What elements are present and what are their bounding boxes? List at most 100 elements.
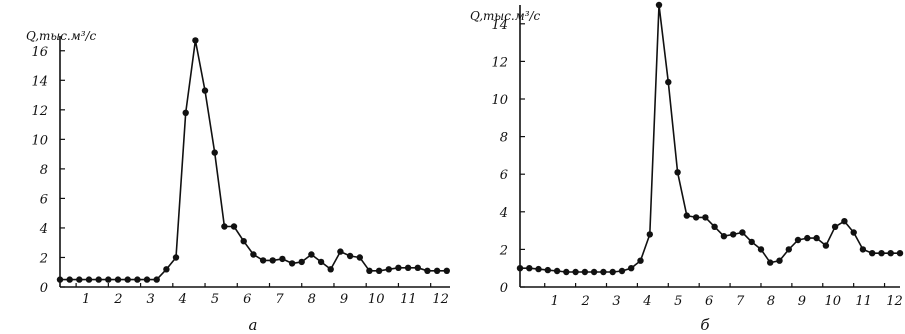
chart-a-xtick-label: 1 bbox=[82, 292, 90, 307]
chart-b-data-point bbox=[683, 212, 690, 219]
chart-b-data-point bbox=[794, 236, 802, 244]
chart-a-ytick-label: 16 bbox=[31, 45, 48, 60]
chart-a-xtick-label: 8 bbox=[308, 292, 316, 307]
chart-b-data-point bbox=[859, 246, 867, 253]
chart-a-xtick-label: 5 bbox=[211, 292, 219, 307]
chart-b-data-point bbox=[609, 268, 616, 276]
chart-b-data-point bbox=[535, 265, 542, 273]
chart-a-data-point bbox=[240, 238, 247, 245]
chart-b-data-point bbox=[655, 1, 663, 9]
chart-a-ytick-label: 6 bbox=[40, 192, 48, 207]
chart-a-data-point bbox=[404, 264, 412, 271]
chart-a-ytick-label: 10 bbox=[31, 133, 48, 148]
chart-a-data-point bbox=[327, 266, 334, 273]
chart-b-data-point bbox=[822, 242, 830, 249]
chart-b-data-point bbox=[665, 78, 672, 86]
chart-b-data-point bbox=[878, 250, 885, 257]
chart-b-data-point bbox=[804, 234, 811, 242]
chart-b-ytick-label: 2 bbox=[499, 243, 508, 258]
chart-a-data-point bbox=[308, 251, 315, 258]
chart-b-data-point bbox=[646, 231, 653, 238]
chart-a-data-point bbox=[85, 276, 93, 283]
chart-a-data-point bbox=[356, 254, 363, 261]
chart-b-ytick-label: 0 bbox=[500, 281, 508, 296]
chart-a-data-point bbox=[279, 255, 286, 263]
chart-b-ytick-label: 14 bbox=[491, 18, 508, 33]
chart-b-data-point bbox=[553, 267, 561, 275]
chart-a-data-point bbox=[76, 276, 83, 283]
chart-b-xtick-label: 7 bbox=[736, 294, 745, 309]
chart-b-xtick-label: 3 bbox=[612, 294, 620, 309]
chart-b-data-point bbox=[776, 257, 783, 264]
chart-b-data-point bbox=[711, 223, 718, 230]
chart-b-data-point bbox=[813, 234, 820, 242]
chart-b-xtick-label: 11 bbox=[855, 294, 872, 309]
chart-a-panel-label: а bbox=[249, 316, 258, 334]
chart-a-ytick-label: 8 bbox=[40, 163, 48, 178]
chart-a-data-point bbox=[172, 254, 180, 261]
chart-a-data-point bbox=[443, 267, 450, 274]
chart-b-data-point bbox=[887, 250, 894, 257]
chart-b-data-point bbox=[757, 246, 765, 253]
chart-a-data-point bbox=[288, 260, 296, 267]
chart-a-series-line bbox=[60, 39, 447, 281]
chart-a-ytick-label: 12 bbox=[31, 104, 48, 119]
chart-a-ytick-label: 4 bbox=[39, 222, 48, 237]
chart-b-data-point bbox=[544, 266, 551, 274]
chart-a-data-point bbox=[385, 266, 392, 273]
chart-b-data-point bbox=[526, 265, 533, 272]
chart-a-data-point bbox=[163, 266, 170, 273]
chart-a-data-point bbox=[337, 248, 344, 255]
chart-b-xtick-label: 10 bbox=[824, 294, 841, 309]
chart-a-ytick-label: 0 bbox=[40, 281, 48, 296]
chart-a-xtick-label: 10 bbox=[368, 292, 385, 307]
chart-b-data-point bbox=[590, 268, 598, 276]
chart-b-data-point bbox=[692, 214, 700, 221]
chart-a-data-point bbox=[433, 267, 441, 274]
chart-a-data-point bbox=[395, 264, 402, 271]
chart-b-data-point bbox=[581, 268, 589, 276]
chart-a-data-point bbox=[105, 276, 112, 283]
chart-b-data-point bbox=[720, 233, 728, 240]
chart-b-data-point bbox=[896, 250, 904, 257]
chart-b-data-point bbox=[572, 268, 579, 276]
chart-a-data-point bbox=[201, 87, 209, 94]
chart-a-data-point bbox=[153, 276, 160, 283]
chart-a-data-point bbox=[95, 276, 102, 283]
chart-a-data-point bbox=[375, 267, 383, 274]
chart-a-data-point bbox=[192, 37, 199, 44]
chart-b-xtick-label: 6 bbox=[705, 294, 713, 309]
chart-a-data-point bbox=[424, 267, 431, 274]
chart-b-xtick-label: 9 bbox=[798, 294, 806, 309]
chart-a-data-point bbox=[143, 276, 151, 283]
chart-b-data-point bbox=[600, 268, 607, 276]
chart-a-data-point bbox=[134, 276, 141, 283]
chart-b-ytick-label: 10 bbox=[491, 93, 508, 108]
chart-b-data-point bbox=[831, 223, 839, 230]
chart-b-xtick-label: 5 bbox=[674, 294, 682, 309]
chart-b-ylabel: Q,тыс.м³/с bbox=[470, 9, 541, 23]
chart-b-data-point bbox=[563, 268, 570, 276]
chart-b-data-point bbox=[618, 267, 626, 275]
chart-b-data-point bbox=[869, 250, 876, 257]
chart-a-data-point bbox=[366, 267, 373, 274]
chart-b-data-point bbox=[739, 229, 746, 236]
chart-a-ylabel: Q,тыс.м³/с bbox=[26, 29, 97, 43]
chart-b-data-point bbox=[637, 257, 644, 264]
chart-b-ytick-label: 4 bbox=[499, 206, 508, 221]
chart-b-ytick-label: 8 bbox=[500, 131, 508, 146]
chart-a-data-point bbox=[114, 276, 122, 283]
chart-a-data-point bbox=[211, 149, 218, 156]
chart-a-xtick-label: 12 bbox=[432, 292, 449, 307]
chart-a-ytick-label: 14 bbox=[31, 74, 48, 89]
chart-b-data-point bbox=[850, 229, 857, 236]
chart-a-data-point bbox=[346, 252, 354, 260]
chart-a-xtick-label: 6 bbox=[243, 292, 251, 307]
chart-b-data-point bbox=[767, 259, 774, 266]
chart-a-xtick-label: 11 bbox=[400, 292, 417, 307]
chart-a-data-point bbox=[250, 251, 257, 258]
chart-b-data-point bbox=[785, 246, 792, 253]
